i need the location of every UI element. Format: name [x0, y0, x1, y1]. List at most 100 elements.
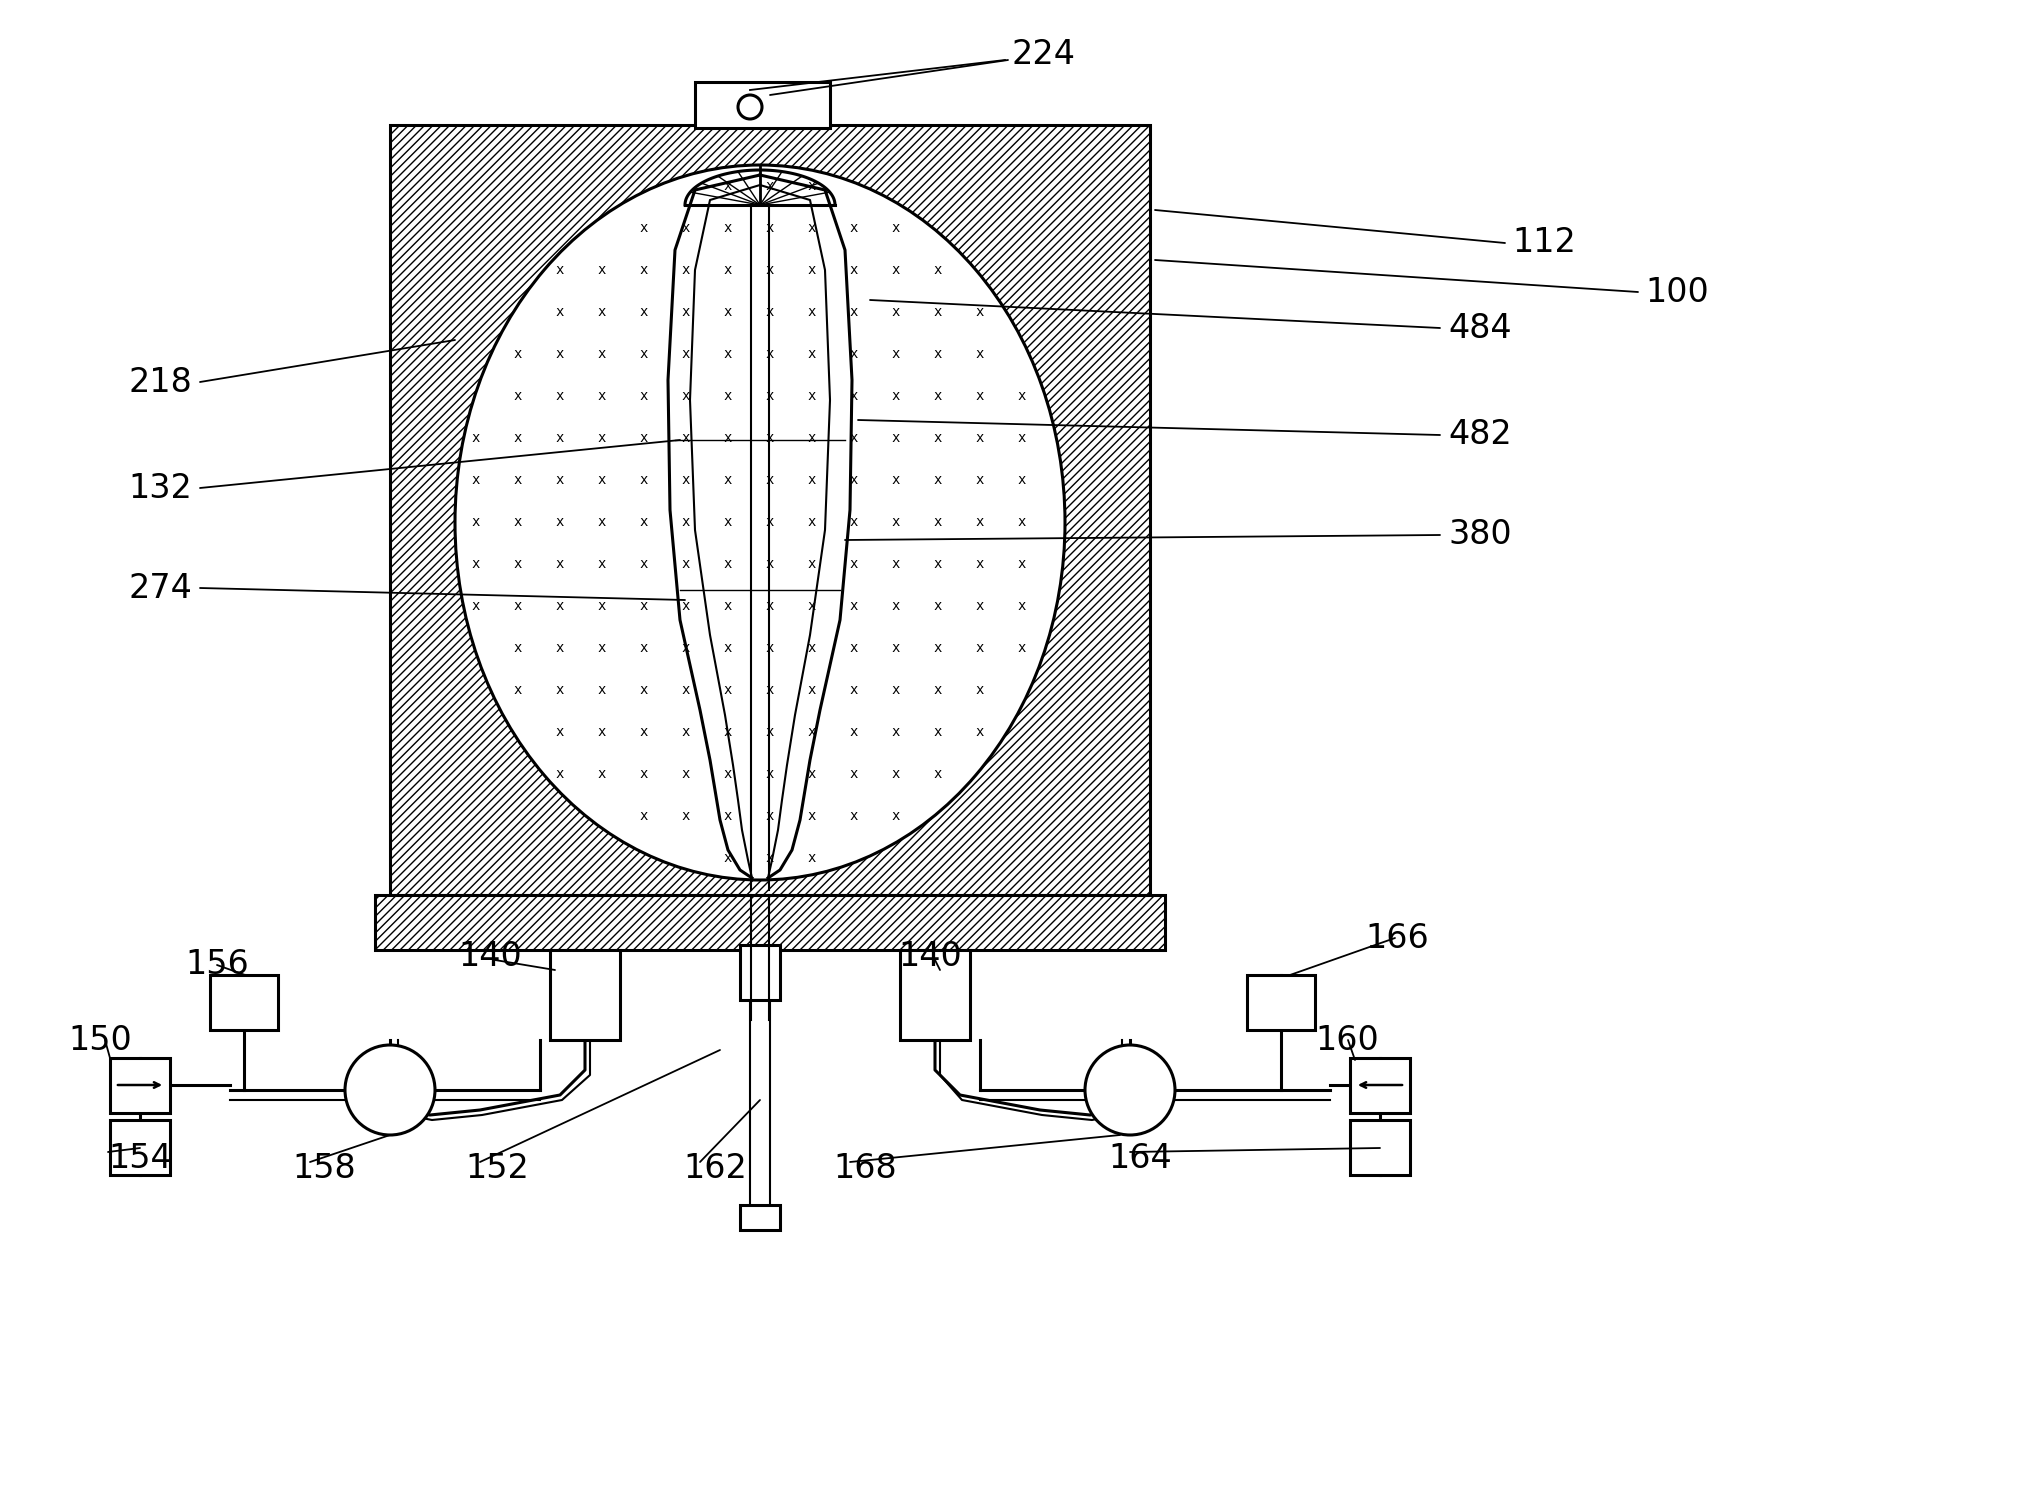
- Text: 140: 140: [458, 940, 521, 973]
- Text: x: x: [766, 431, 774, 445]
- Text: x: x: [556, 473, 564, 487]
- Text: x: x: [809, 221, 817, 234]
- Text: 484: 484: [1448, 311, 1511, 344]
- Text: x: x: [976, 515, 984, 529]
- Text: x: x: [682, 557, 691, 571]
- Text: x: x: [682, 263, 691, 276]
- Text: x: x: [849, 263, 858, 276]
- Text: x: x: [682, 515, 691, 529]
- Text: x: x: [933, 768, 943, 781]
- Text: x: x: [892, 473, 900, 487]
- Text: x: x: [766, 725, 774, 739]
- Text: x: x: [513, 389, 521, 403]
- Bar: [389, 125, 1151, 895]
- Text: x: x: [682, 683, 691, 697]
- Text: x: x: [723, 221, 731, 234]
- Text: x: x: [556, 305, 564, 318]
- Text: x: x: [809, 768, 817, 781]
- Text: x: x: [682, 641, 691, 655]
- Text: x: x: [682, 221, 691, 234]
- Text: x: x: [766, 683, 774, 697]
- Text: x: x: [682, 473, 691, 487]
- Text: x: x: [723, 431, 731, 445]
- Text: x: x: [682, 599, 691, 613]
- Text: x: x: [1018, 515, 1027, 529]
- Text: x: x: [976, 473, 984, 487]
- Text: x: x: [640, 347, 648, 360]
- Text: 168: 168: [833, 1152, 896, 1185]
- Text: x: x: [849, 810, 858, 823]
- Text: x: x: [976, 431, 984, 445]
- Text: x: x: [933, 347, 943, 360]
- Text: x: x: [892, 768, 900, 781]
- Text: x: x: [473, 473, 481, 487]
- Text: x: x: [1018, 431, 1027, 445]
- Text: x: x: [556, 263, 564, 276]
- Text: x: x: [892, 305, 900, 318]
- Text: x: x: [723, 473, 731, 487]
- Text: x: x: [809, 389, 817, 403]
- Text: x: x: [640, 557, 648, 571]
- Text: x: x: [597, 725, 607, 739]
- Text: x: x: [640, 810, 648, 823]
- Text: x: x: [933, 305, 943, 318]
- Text: x: x: [640, 473, 648, 487]
- Text: x: x: [640, 683, 648, 697]
- Text: x: x: [809, 431, 817, 445]
- Text: 150: 150: [67, 1023, 132, 1056]
- Circle shape: [1086, 1045, 1175, 1136]
- Text: x: x: [976, 641, 984, 655]
- Text: x: x: [556, 557, 564, 571]
- Text: 380: 380: [1448, 518, 1511, 551]
- Text: x: x: [556, 599, 564, 613]
- Text: x: x: [513, 347, 521, 360]
- Text: x: x: [809, 557, 817, 571]
- Text: x: x: [556, 431, 564, 445]
- Text: x: x: [809, 305, 817, 318]
- Text: x: x: [723, 515, 731, 529]
- Bar: [550, 949, 619, 1039]
- Text: x: x: [849, 515, 858, 529]
- Text: x: x: [682, 347, 691, 360]
- Text: 152: 152: [464, 1152, 530, 1185]
- Text: 100: 100: [1646, 275, 1709, 308]
- Text: x: x: [723, 347, 731, 360]
- Text: x: x: [597, 599, 607, 613]
- Text: 140: 140: [898, 940, 961, 973]
- Text: 166: 166: [1365, 922, 1428, 954]
- Bar: [900, 949, 970, 1039]
- Text: x: x: [640, 221, 648, 234]
- Text: x: x: [723, 683, 731, 697]
- Text: x: x: [849, 221, 858, 234]
- Text: x: x: [723, 263, 731, 276]
- Text: x: x: [933, 389, 943, 403]
- Text: x: x: [809, 473, 817, 487]
- Text: x: x: [766, 515, 774, 529]
- Text: x: x: [976, 725, 984, 739]
- Text: x: x: [933, 263, 943, 276]
- Text: x: x: [597, 683, 607, 697]
- Text: x: x: [597, 431, 607, 445]
- Text: x: x: [892, 557, 900, 571]
- Text: x: x: [892, 263, 900, 276]
- Bar: [110, 1057, 169, 1113]
- Text: x: x: [809, 599, 817, 613]
- Text: x: x: [556, 347, 564, 360]
- Text: x: x: [723, 810, 731, 823]
- Text: x: x: [849, 768, 858, 781]
- Text: x: x: [597, 263, 607, 276]
- Text: x: x: [597, 305, 607, 318]
- Text: x: x: [597, 515, 607, 529]
- Text: x: x: [682, 431, 691, 445]
- Text: x: x: [933, 515, 943, 529]
- Text: x: x: [513, 431, 521, 445]
- Text: x: x: [933, 557, 943, 571]
- Text: 156: 156: [185, 948, 249, 981]
- Text: x: x: [933, 473, 943, 487]
- Text: 224: 224: [1012, 39, 1076, 72]
- Text: x: x: [892, 725, 900, 739]
- Text: x: x: [1018, 599, 1027, 613]
- Text: x: x: [473, 431, 481, 445]
- Text: x: x: [933, 641, 943, 655]
- Bar: [375, 895, 1165, 949]
